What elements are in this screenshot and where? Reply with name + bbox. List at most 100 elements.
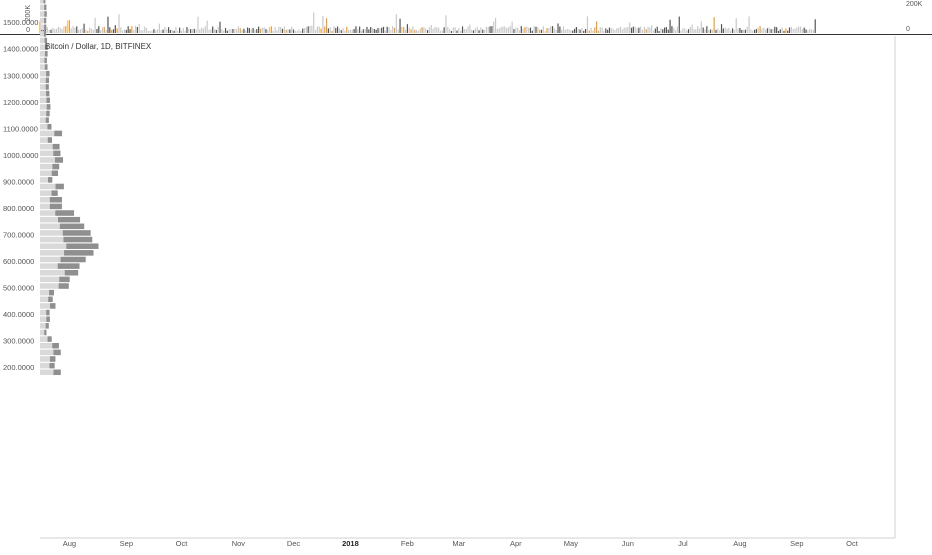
volume-bar <box>596 21 598 33</box>
profile-row-dark <box>48 296 53 303</box>
volume-bar <box>517 27 519 33</box>
volume-bar <box>454 27 456 33</box>
profile-row-dark <box>53 349 61 356</box>
profile-row <box>40 289 54 296</box>
volume-bar <box>656 26 658 33</box>
volume-bar <box>125 29 127 33</box>
profile-row-dark <box>55 183 64 190</box>
volume-bar <box>399 18 401 33</box>
volume-bar <box>489 26 491 33</box>
volume-bar <box>704 29 706 33</box>
volume-bar <box>415 29 418 33</box>
volume-bar <box>65 26 67 33</box>
volume-bar <box>640 26 642 33</box>
volume-bar <box>616 28 618 33</box>
volume-bar <box>246 27 249 33</box>
volume-bar <box>359 26 361 33</box>
volume-bar <box>513 29 515 33</box>
volume-bar <box>153 29 155 33</box>
volume-bar <box>96 28 98 33</box>
volume-bar <box>414 29 416 33</box>
volume-bar <box>739 27 741 33</box>
profile-row-dark <box>46 104 51 110</box>
profile-row-dark <box>43 31 47 37</box>
profile-row-dark <box>49 203 62 210</box>
volume-bar <box>224 28 227 33</box>
volume-bar <box>129 29 131 33</box>
profile-row <box>40 57 47 64</box>
volume-bar <box>235 28 238 33</box>
profile-row <box>40 137 53 143</box>
volume-bar <box>285 29 287 33</box>
volume-bar <box>482 29 484 33</box>
volume-bar <box>474 28 476 33</box>
left-axis-tick-label: 800.0000 <box>3 204 34 213</box>
volume-bar <box>204 26 206 33</box>
volume-bar <box>546 28 548 33</box>
volume-bar <box>105 29 107 33</box>
volume-bar <box>632 26 634 33</box>
volume-bar <box>737 28 739 33</box>
volume-bar <box>206 20 208 33</box>
volume-bar <box>147 30 149 33</box>
volume-bar <box>728 27 730 33</box>
volume-bar <box>48 29 50 33</box>
volume-bar <box>241 30 243 33</box>
volume-bar <box>303 28 306 33</box>
volume-bar <box>188 28 190 33</box>
volume-bar <box>316 26 318 33</box>
volume-bar <box>276 30 278 33</box>
volume-bar <box>498 28 500 33</box>
volume-bar <box>502 26 504 33</box>
profile-row-dark <box>44 4 47 11</box>
volume-bar <box>686 30 688 33</box>
volume-bar <box>472 30 475 33</box>
volume-bar <box>561 29 563 33</box>
volume-bar <box>245 30 247 33</box>
volume-bar <box>390 29 392 33</box>
volume-bar <box>496 28 499 33</box>
volume-bar <box>720 24 723 33</box>
volume-bar <box>177 30 179 33</box>
volume-bar <box>579 29 581 33</box>
volume-bar <box>652 30 655 33</box>
volume-bar <box>425 28 427 33</box>
profile-row-dark <box>55 210 75 216</box>
left-axis: 1900.00001800.00001700.00001600.00001500… <box>3 0 38 372</box>
volume-bar <box>296 30 298 33</box>
volume-bar <box>658 30 660 33</box>
profile-row-dark <box>64 250 94 256</box>
volume-bar <box>149 30 151 33</box>
volume-bar <box>471 29 473 33</box>
volume-bar <box>151 30 153 33</box>
volume-bar <box>228 29 230 33</box>
volume-bar <box>406 24 408 33</box>
volume-bar <box>597 30 600 33</box>
volume-bar <box>788 27 791 33</box>
profile-row <box>40 0 46 4</box>
volume-bar <box>322 15 324 33</box>
volume-bar <box>693 29 695 33</box>
profile-row-dark <box>52 342 59 349</box>
volume-bar <box>167 27 170 33</box>
volume-bar <box>234 29 236 33</box>
volume-bar <box>478 30 480 33</box>
volume-bar <box>191 29 194 33</box>
volume-bar <box>344 30 346 33</box>
volume-bar <box>438 27 440 33</box>
volume-bar <box>671 26 673 33</box>
volume-bar <box>548 27 550 33</box>
profile-row <box>40 110 50 117</box>
volume-bar <box>158 23 161 33</box>
volume-bar <box>605 28 607 33</box>
volume-bar <box>599 27 601 33</box>
profile-row <box>40 356 56 362</box>
volume-bar <box>755 29 758 33</box>
volume-bar <box>92 29 94 33</box>
profile-row-dark <box>44 11 47 17</box>
profile-row-dark <box>52 163 60 170</box>
volume-bar <box>254 29 256 33</box>
volume-bar <box>155 30 157 33</box>
